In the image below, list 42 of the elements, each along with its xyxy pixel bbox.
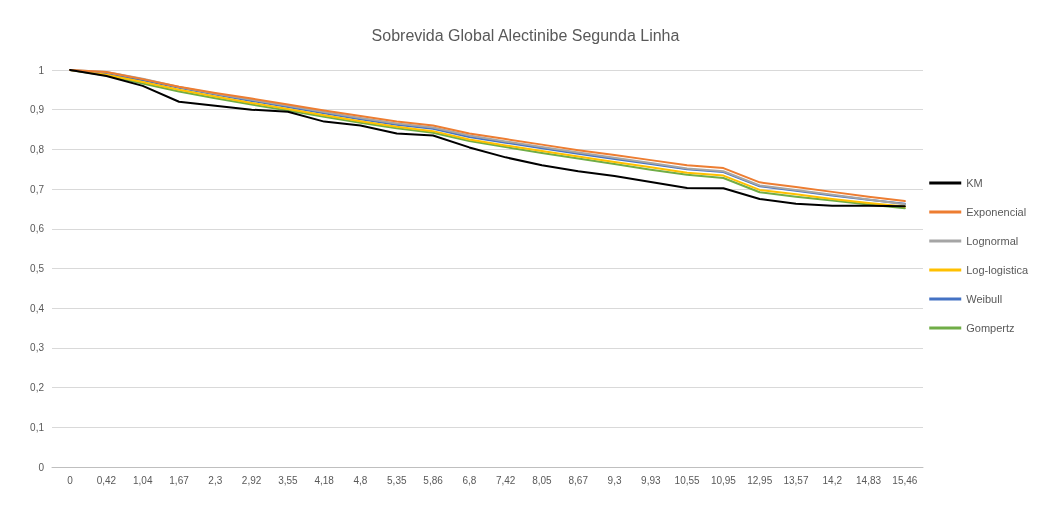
x-tick-label: 5,35: [387, 474, 407, 486]
legend-label: KM: [966, 177, 983, 189]
legend-label: Weibull: [966, 293, 1003, 305]
x-tick-label: 2,92: [241, 474, 262, 486]
x-tick-label: 7,42: [495, 474, 516, 486]
y-tick-label: 0,3: [30, 342, 45, 354]
x-tick-label: 13,57: [783, 474, 809, 486]
legend-label: Log-logistica: [966, 264, 1029, 276]
x-tick-label: 10,55: [674, 474, 701, 486]
x-tick-label: 3,55: [278, 474, 299, 486]
x-tick-label: 9,3: [607, 474, 622, 486]
x-tick-label: 10,95: [710, 474, 737, 486]
y-tick-label: 0,9: [30, 104, 45, 116]
x-tick-label: 1,67: [169, 474, 190, 486]
chart-title: Sobrevida Global Alectinibe Segunda Linha: [371, 26, 680, 44]
x-tick-label: 8,67: [568, 474, 589, 486]
legend-label: Lognormal: [966, 235, 1019, 247]
y-tick-label: 0,1: [30, 421, 45, 433]
y-tick-label: 0,6: [30, 223, 45, 235]
x-tick-label: 12,95: [747, 474, 773, 486]
x-tick-label: 4,18: [314, 474, 335, 486]
legend-label: Exponencial: [966, 206, 1027, 218]
x-tick-label: 2,3: [208, 474, 223, 486]
y-tick-label: 0,7: [30, 183, 45, 195]
y-tick-label: 0,5: [30, 263, 45, 274]
y-tick-label: 0,2: [30, 382, 45, 394]
x-tick-label: 4,8: [353, 474, 368, 486]
y-tick-label: 0,4: [30, 302, 45, 314]
x-tick-label: 9,93: [641, 474, 661, 486]
x-tick-label: 14,83: [856, 474, 882, 486]
x-tick-label: 0: [67, 474, 74, 486]
x-tick-label: 14,2: [822, 474, 843, 486]
x-tick-label: 5,86: [423, 474, 444, 486]
x-tick-label: 6,8: [462, 474, 477, 486]
legend-label: Gompertz: [966, 322, 1015, 334]
y-tick-label: 0,8: [30, 143, 45, 155]
y-tick-label: 1: [38, 64, 45, 76]
x-tick-label: 1,04: [132, 474, 153, 486]
x-tick-label: 15,46: [892, 474, 918, 486]
y-tick-label: 0: [38, 461, 45, 473]
x-tick-label: 8,05: [532, 474, 553, 486]
x-tick-label: 0,42: [96, 474, 117, 486]
